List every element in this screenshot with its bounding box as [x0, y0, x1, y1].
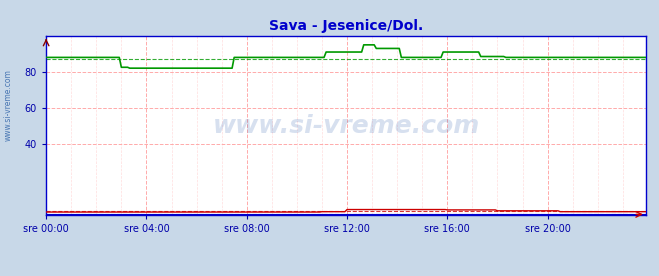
Text: www.si-vreme.com: www.si-vreme.com — [212, 114, 480, 137]
Title: Sava - Jesenice/Dol.: Sava - Jesenice/Dol. — [269, 19, 423, 33]
Text: www.si-vreme.com: www.si-vreme.com — [3, 69, 13, 141]
